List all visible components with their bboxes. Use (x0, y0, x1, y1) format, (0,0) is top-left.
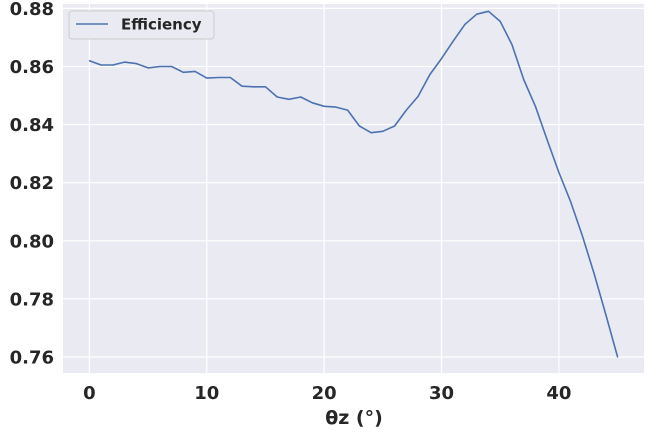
data-point (311, 102, 314, 104)
data-point (616, 356, 619, 358)
data-point (147, 67, 149, 69)
data-point (300, 96, 302, 98)
data-point (534, 105, 537, 107)
x-tick-label: 20 (312, 383, 337, 404)
data-point (476, 13, 478, 15)
data-point (335, 106, 337, 108)
x-tick-labels: 0 10 20 30 40 (83, 383, 571, 404)
legend-box (68, 10, 215, 40)
data-point (135, 62, 137, 65)
data-point (170, 65, 173, 68)
data-point (429, 74, 431, 76)
data-point (558, 171, 560, 174)
x-tick-label: 0 (83, 383, 96, 404)
y-tick-labels: 0.76 0.78 0.80 0.82 0.84 0.86 0.88 (10, 0, 54, 369)
data-point (464, 23, 466, 25)
data-point (570, 200, 572, 203)
y-tick-label: 0.80 (10, 231, 54, 252)
data-point (288, 98, 290, 100)
data-point (206, 77, 208, 79)
data-point (499, 20, 501, 23)
data-point (182, 71, 184, 73)
data-point (523, 78, 525, 81)
y-tick-label: 0.84 (10, 115, 54, 136)
x-axis-title: θz (°) (325, 407, 383, 429)
x-tick-label: 40 (546, 383, 571, 404)
data-point (100, 64, 102, 66)
legend-label: Efficiency (121, 16, 202, 34)
data-point (88, 60, 91, 62)
data-point (605, 314, 607, 316)
efficiency-series-line (89, 10, 619, 358)
y-tick-label: 0.78 (10, 289, 54, 310)
data-point (382, 130, 384, 132)
data-point (405, 109, 407, 111)
data-point (194, 70, 196, 73)
data-point (347, 109, 349, 111)
data-point (124, 61, 126, 63)
data-point (417, 95, 419, 97)
data-point (323, 105, 325, 107)
data-point (581, 235, 583, 237)
data-point (487, 10, 490, 12)
data-point (546, 139, 548, 141)
x-tick-label: 10 (194, 383, 219, 404)
data-point (370, 132, 372, 134)
data-point (593, 273, 595, 275)
data-point (358, 125, 360, 127)
data-point (440, 58, 443, 60)
data-point (159, 65, 161, 68)
data-series (88, 10, 619, 358)
data-point (264, 86, 267, 88)
x-tick-label: 30 (429, 383, 454, 404)
y-tick-label: 0.76 (10, 348, 54, 369)
data-point (511, 44, 513, 46)
legend: Efficiency (68, 10, 215, 40)
data-point (241, 85, 243, 87)
data-point (217, 76, 220, 79)
data-point (229, 76, 231, 79)
data-point (393, 125, 396, 127)
y-tick-label: 0.82 (10, 173, 54, 194)
data-point (253, 86, 255, 88)
y-tick-label: 0.88 (10, 0, 54, 20)
data-point (276, 96, 278, 98)
plot-background (63, 4, 644, 373)
y-tick-label: 0.86 (10, 57, 54, 78)
data-point (452, 40, 454, 42)
data-point (112, 64, 114, 66)
